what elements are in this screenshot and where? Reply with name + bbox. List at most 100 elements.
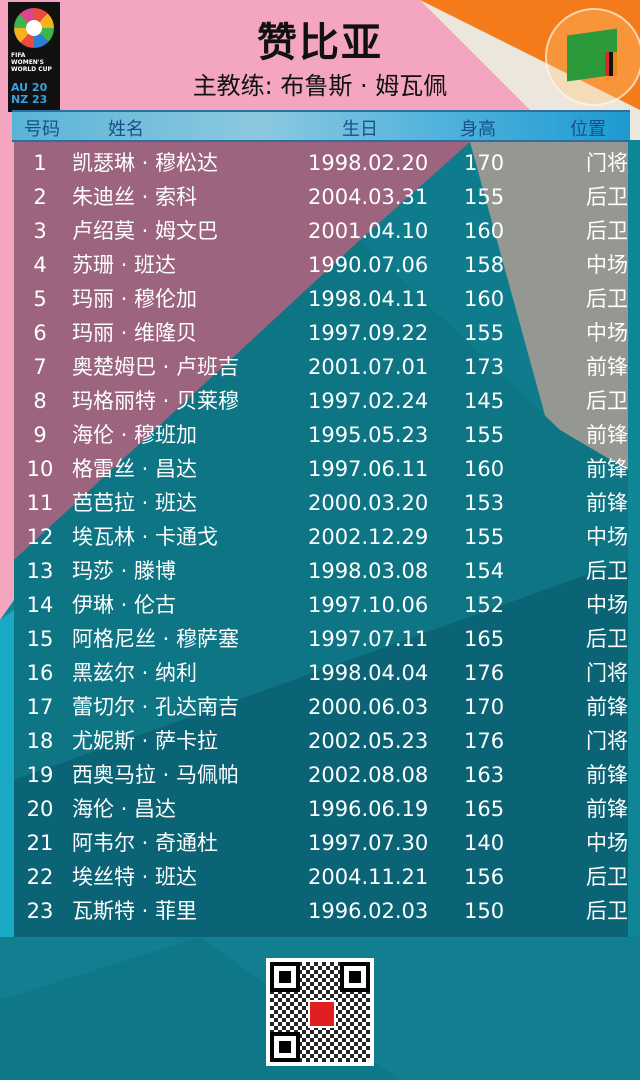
table-row: 17 蕾切尔 · 孔达南吉 2000.06.03 170 前锋 <box>14 690 628 724</box>
header-height: 身高 <box>460 119 496 140</box>
player-birthday: 1996.06.19 <box>308 797 429 821</box>
player-birthday: 2002.12.29 <box>308 525 429 549</box>
player-name: 海伦 · 昌达 <box>72 797 177 821</box>
fifa-womens-world-cup-2023-logo: FIFA WOMEN'S WORLD CUP AU 20 NZ 23 <box>8 2 60 112</box>
player-name: 伊琳 · 伦古 <box>72 593 177 617</box>
player-number: 7 <box>33 355 47 379</box>
table-row: 15 阿格尼丝 · 穆萨塞 1997.07.11 165 后卫 <box>14 622 628 656</box>
player-birthday: 1997.10.06 <box>308 593 429 617</box>
page-title: 赞比亚 <box>257 20 383 66</box>
player-number: 8 <box>33 389 47 413</box>
player-number: 21 <box>26 831 54 855</box>
table-row: 22 埃丝特 · 班达 2004.11.21 156 后卫 <box>14 860 628 894</box>
player-height: 154 <box>464 559 505 583</box>
table-row: 9 海伦 · 穆班加 1995.05.23 155 前锋 <box>14 418 628 452</box>
table-row: 23 瓦斯特 · 菲里 1996.02.03 150 后卫 <box>14 894 628 928</box>
player-number: 14 <box>26 593 54 617</box>
player-number: 15 <box>26 627 54 651</box>
player-number: 1 <box>33 151 47 175</box>
player-number: 22 <box>26 865 54 889</box>
player-birthday: 2000.03.20 <box>308 491 429 515</box>
player-name: 瓦斯特 · 菲里 <box>72 899 198 923</box>
player-name: 阿格尼丝 · 穆萨塞 <box>72 627 240 651</box>
player-birthday: 2002.08.08 <box>308 763 429 787</box>
player-number: 2 <box>33 185 47 209</box>
player-height: 152 <box>464 593 505 617</box>
player-height: 176 <box>464 661 505 685</box>
table-row: 21 阿韦尔 · 奇通杜 1997.07.30 140 中场 <box>14 826 628 860</box>
player-height: 140 <box>464 831 505 855</box>
player-name: 苏珊 · 班达 <box>72 253 177 277</box>
player-birthday: 1998.02.20 <box>308 151 429 175</box>
player-birthday: 1995.05.23 <box>308 423 429 447</box>
player-number: 10 <box>26 457 54 481</box>
player-height: 173 <box>464 355 505 379</box>
player-number: 16 <box>26 661 54 685</box>
player-number: 11 <box>26 491 54 515</box>
player-birthday: 2001.07.01 <box>308 355 429 379</box>
player-position: 门将 <box>586 729 628 753</box>
player-name: 卢绍莫 · 姆文巴 <box>72 219 219 243</box>
header-number: 号码 <box>24 119 60 140</box>
player-position: 后卫 <box>586 865 628 889</box>
player-height: 170 <box>464 151 505 175</box>
player-name: 朱迪丝 · 索科 <box>72 185 198 209</box>
player-name: 尤妮斯 · 萨卡拉 <box>72 729 219 753</box>
player-height: 145 <box>464 389 505 413</box>
player-birthday: 1990.07.06 <box>308 253 429 277</box>
player-number: 18 <box>26 729 54 753</box>
player-birthday: 1998.04.04 <box>308 661 429 685</box>
player-position: 中场 <box>586 253 628 277</box>
player-name: 玛丽 · 维隆贝 <box>72 321 198 345</box>
player-number: 23 <box>26 899 54 923</box>
table-row: 12 埃瓦林 · 卡通戈 2002.12.29 155 中场 <box>14 520 628 554</box>
player-position: 前锋 <box>586 695 628 719</box>
table-row: 11 芭芭拉 · 班达 2000.03.20 153 前锋 <box>14 486 628 520</box>
player-position: 门将 <box>586 661 628 685</box>
player-height: 176 <box>464 729 505 753</box>
coach-name: 主教练: 布鲁斯 · 姆瓦佩 <box>192 72 448 100</box>
player-height: 165 <box>464 627 505 651</box>
table-row: 7 奥楚姆巴 · 卢班吉 2001.07.01 173 前锋 <box>14 350 628 384</box>
player-height: 163 <box>464 763 505 787</box>
player-name: 凯瑟琳 · 穆松达 <box>72 151 219 175</box>
player-birthday: 2001.04.10 <box>308 219 429 243</box>
table-row: 1 凯瑟琳 · 穆松达 1998.02.20 170 门将 <box>14 146 628 180</box>
logo-emblem-icon <box>14 8 54 48</box>
player-number: 19 <box>26 763 54 787</box>
player-position: 中场 <box>586 321 628 345</box>
table-row: 6 玛丽 · 维隆贝 1997.09.22 155 中场 <box>14 316 628 350</box>
player-position: 前锋 <box>586 797 628 821</box>
player-height: 155 <box>464 423 505 447</box>
player-position: 后卫 <box>586 287 628 311</box>
player-height: 155 <box>464 525 505 549</box>
player-birthday: 1997.06.11 <box>308 457 429 481</box>
player-height: 160 <box>464 287 505 311</box>
player-birthday: 1997.02.24 <box>308 389 429 413</box>
player-birthday: 1998.04.11 <box>308 287 429 311</box>
table-row: 10 格雷丝 · 昌达 1997.06.11 160 前锋 <box>14 452 628 486</box>
table-row: 18 尤妮斯 · 萨卡拉 2002.05.23 176 门将 <box>14 724 628 758</box>
player-name: 玛格丽特 · 贝莱穆 <box>72 389 240 413</box>
player-birthday: 1997.07.30 <box>308 831 429 855</box>
player-height: 156 <box>464 865 505 889</box>
player-name: 西奥马拉 · 马佩帕 <box>72 763 240 787</box>
header-birthday: 生日 <box>342 119 378 140</box>
player-number: 9 <box>33 423 47 447</box>
player-height: 155 <box>464 185 505 209</box>
player-height: 160 <box>464 457 505 481</box>
player-position: 前锋 <box>586 763 628 787</box>
player-position: 后卫 <box>586 389 628 413</box>
player-position: 前锋 <box>586 457 628 481</box>
table-row: 20 海伦 · 昌达 1996.06.19 165 前锋 <box>14 792 628 826</box>
table-row: 5 玛丽 · 穆伦加 1998.04.11 160 后卫 <box>14 282 628 316</box>
table-row: 8 玛格丽特 · 贝莱穆 1997.02.24 145 后卫 <box>14 384 628 418</box>
player-name: 蕾切尔 · 孔达南吉 <box>72 695 240 719</box>
player-name: 芭芭拉 · 班达 <box>72 491 198 515</box>
player-birthday: 1998.03.08 <box>308 559 429 583</box>
player-birthday: 2004.11.21 <box>308 865 429 889</box>
player-number: 20 <box>26 797 54 821</box>
table-row: 4 苏珊 · 班达 1990.07.06 158 中场 <box>14 248 628 282</box>
player-position: 中场 <box>586 831 628 855</box>
player-number: 12 <box>26 525 54 549</box>
